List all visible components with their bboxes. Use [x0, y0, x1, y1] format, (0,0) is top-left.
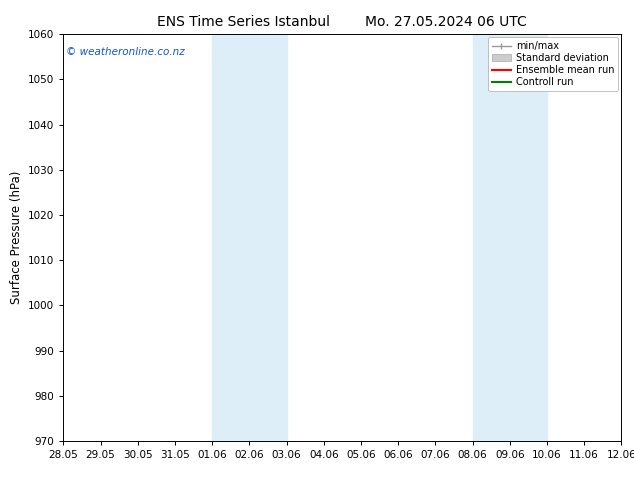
- Text: © weatheronline.co.nz: © weatheronline.co.nz: [66, 47, 185, 56]
- Legend: min/max, Standard deviation, Ensemble mean run, Controll run: min/max, Standard deviation, Ensemble me…: [488, 37, 618, 91]
- Bar: [212, 34, 287, 441]
- Bar: [472, 34, 547, 441]
- Title: ENS Time Series Istanbul        Mo. 27.05.2024 06 UTC: ENS Time Series Istanbul Mo. 27.05.2024 …: [157, 15, 527, 29]
- Y-axis label: Surface Pressure (hPa): Surface Pressure (hPa): [10, 171, 23, 304]
